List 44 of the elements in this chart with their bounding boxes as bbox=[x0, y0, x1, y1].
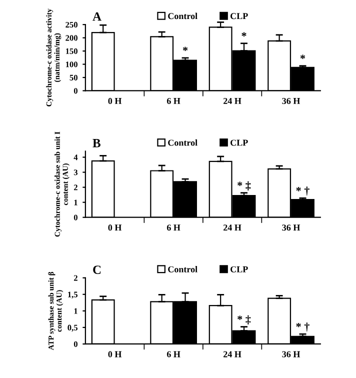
annotation: * bbox=[300, 54, 306, 59]
legend-label: Control bbox=[168, 12, 198, 20]
x-tick-label: 0 H bbox=[108, 224, 122, 231]
x-tick-label: 36 H bbox=[282, 224, 300, 231]
legend-label: CLP bbox=[230, 266, 248, 272]
legend-label: CLP bbox=[230, 140, 248, 146]
x-tick-label: 6 H bbox=[166, 351, 180, 358]
y-tick-label: 250 bbox=[66, 22, 78, 28]
legend-label: CLP bbox=[230, 13, 248, 20]
x-tick-label: 36 H bbox=[282, 98, 300, 104]
x-tick-label: 0 H bbox=[108, 98, 122, 104]
annotation: * ‡ bbox=[238, 181, 251, 190]
y-tick-label: 4 bbox=[74, 154, 78, 160]
x-tick-label: 0 H bbox=[108, 351, 122, 358]
y-tick-label: 1,5 bbox=[68, 292, 78, 299]
y-tick-label: 1 bbox=[74, 200, 78, 206]
y-tick-label: 0 bbox=[74, 88, 78, 94]
y-tick-label: 0,5 bbox=[68, 324, 78, 332]
y-tick-label: 150 bbox=[66, 48, 78, 54]
annotation: * † bbox=[296, 322, 310, 332]
y-tick-label: 200 bbox=[66, 35, 78, 41]
y-tick-label: 3 bbox=[74, 170, 78, 176]
y-tick-label: 0 bbox=[74, 214, 78, 220]
y-tick-label: 0 bbox=[74, 341, 78, 347]
y-tick-label: 2 bbox=[74, 275, 78, 281]
annotation: * bbox=[242, 32, 246, 36]
x-tick-label: 6 H bbox=[166, 224, 180, 231]
legend-label: Control bbox=[168, 139, 198, 146]
y-tick-label: 100 bbox=[66, 62, 78, 68]
y-tick-label: 2 bbox=[74, 184, 78, 190]
legend-label: Control bbox=[168, 266, 198, 272]
chart-title: B bbox=[92, 139, 100, 148]
x-tick-label: 36 H bbox=[282, 351, 300, 358]
annotation: * ‡ bbox=[238, 315, 251, 324]
x-tick-label: 24 H bbox=[224, 98, 242, 104]
x-tick-label: 24 H bbox=[224, 224, 242, 231]
y-tick-label: 1 bbox=[74, 308, 78, 314]
annotation: * bbox=[182, 46, 188, 52]
x-tick-label: 6 H bbox=[166, 98, 180, 104]
y-tick-label: 50 bbox=[70, 74, 78, 80]
x-tick-label: 24 H bbox=[224, 351, 242, 358]
chart-title: A bbox=[92, 12, 102, 21]
chart-title: C bbox=[93, 266, 101, 274]
annotation: * † bbox=[296, 186, 310, 196]
